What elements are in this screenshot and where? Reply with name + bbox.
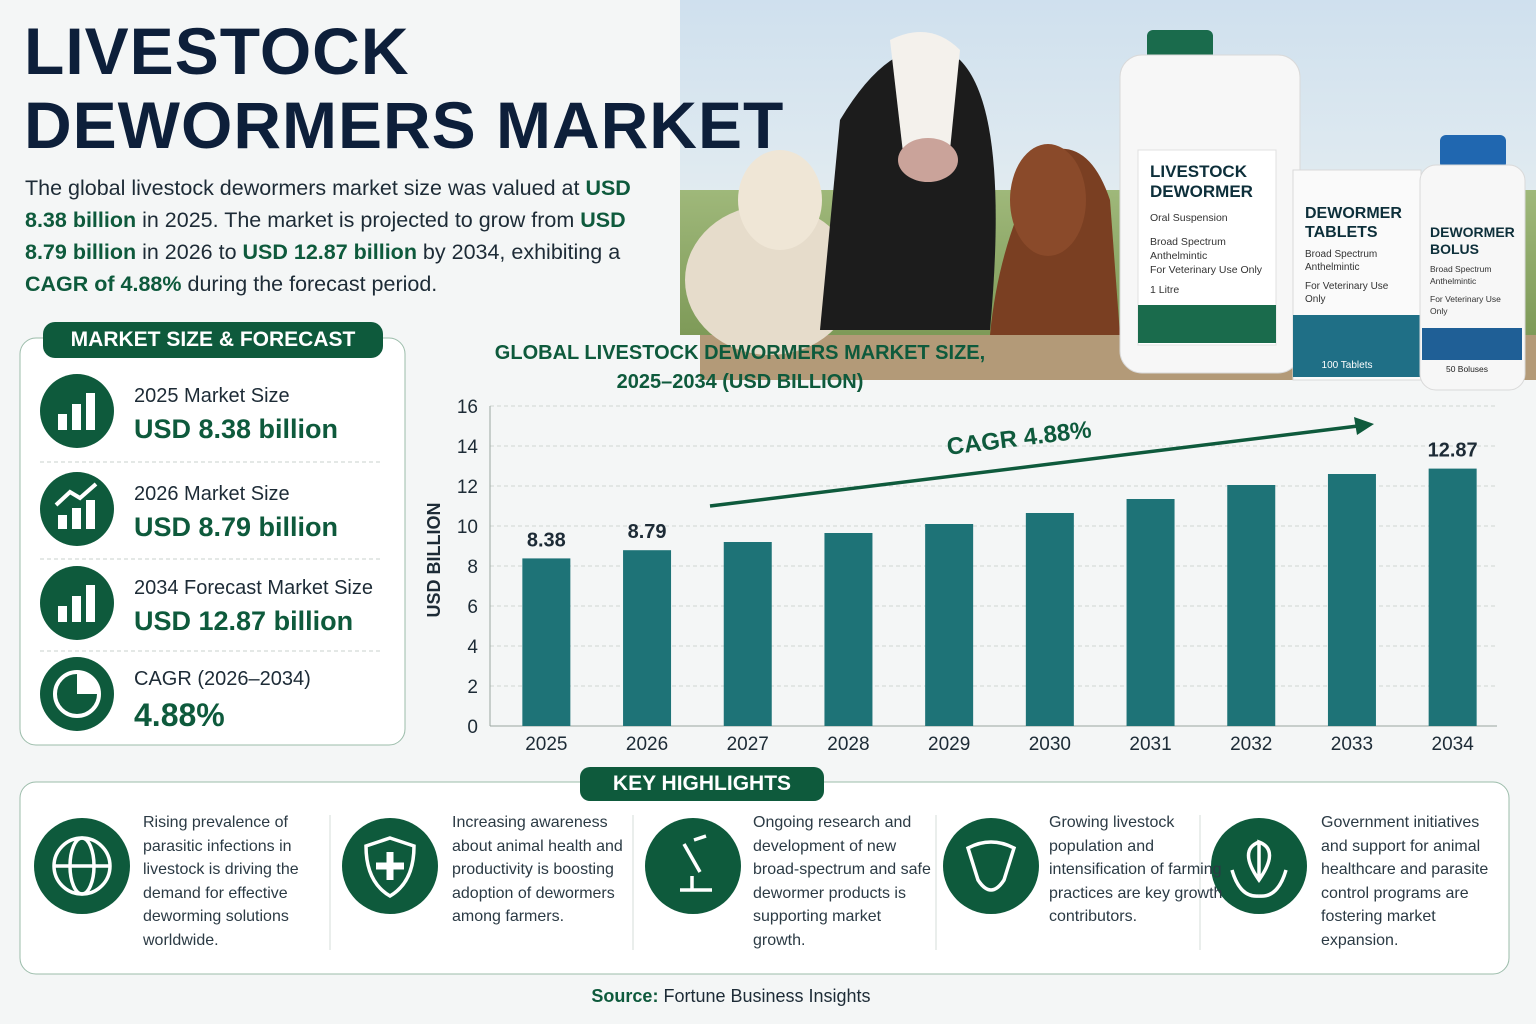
- intro-text: during the forecast period.: [181, 272, 438, 296]
- y-tick-label: 4: [467, 637, 478, 658]
- product-text: For Veterinary Use Only: [1305, 281, 1389, 305]
- product-text: Broad Spectrum Anthelmintic: [1150, 236, 1226, 262]
- x-tick-label: 2026: [626, 734, 668, 755]
- item-label: 2034 Forecast Market Size: [134, 577, 373, 599]
- value-label: 8.79: [628, 521, 667, 543]
- product-text: Oral Suspension: [1150, 212, 1228, 224]
- bar: [1227, 485, 1276, 726]
- intro-highlight: USD 12.87 billion: [242, 240, 417, 264]
- value-label: 12.87: [1428, 440, 1478, 462]
- bolus-cap: [1440, 135, 1506, 169]
- item-value: 4.88%: [134, 697, 225, 733]
- highlight-text: Growing livestock population and intensi…: [1049, 814, 1223, 925]
- product-text: Broad Spectrum Anthelmintic: [1430, 264, 1492, 286]
- y-tick-label: 14: [457, 437, 479, 458]
- bar: [623, 550, 672, 726]
- product-name: LIVESTOCK DEWORMER: [1150, 162, 1253, 201]
- intro-highlight: CAGR of 4.88%: [25, 272, 182, 296]
- y-tick-label: 6: [467, 597, 478, 618]
- cap: [1147, 30, 1213, 60]
- intro-text: in 2025. The market is projected to grow…: [136, 208, 581, 232]
- bar: [1025, 513, 1074, 726]
- intro-text: in 2026 to: [136, 240, 243, 264]
- highlight-glyphs: [52, 834, 1288, 899]
- item-label: CAGR (2026–2034): [134, 668, 311, 690]
- x-tick-label: 2031: [1129, 734, 1171, 755]
- y-tick-label: 16: [457, 397, 478, 418]
- x-tick-label: 2029: [928, 734, 970, 755]
- intro-highlight: USD 8.38 billion: [25, 176, 631, 232]
- item-value: USD 12.87 billion: [134, 606, 354, 636]
- highlight-dividers: [329, 815, 1201, 950]
- intro-highlight: USD 8.79 billion: [25, 208, 626, 264]
- bar: [1126, 499, 1175, 726]
- label-band: [1138, 305, 1276, 343]
- product-text: 1 Litre: [1150, 284, 1180, 296]
- item-label: 2025 Market Size: [134, 385, 290, 407]
- product-name: DEWORMER BOLUS: [1430, 224, 1515, 257]
- bar: [723, 542, 772, 726]
- highlight-text: Ongoing research and development of new …: [753, 814, 931, 949]
- item-label: 2026 Market Size: [134, 483, 290, 505]
- source: Source: Fortune Business Insights: [0, 986, 1462, 1007]
- cagr-arrow: [709, 424, 1359, 508]
- product-name: DEWORMER TABLETS: [1305, 205, 1402, 241]
- y-tick-label: 2: [467, 677, 478, 698]
- bar: [1428, 468, 1477, 726]
- arrow-head: [1354, 417, 1374, 435]
- highlight-text: Government initiatives and support for a…: [1321, 814, 1489, 949]
- y-axis-label: USD BILLION: [424, 503, 444, 618]
- x-tick-label: 2034: [1432, 734, 1475, 755]
- x-tick-label: 2030: [1029, 734, 1071, 755]
- bar: [925, 524, 974, 726]
- source-label: Source:: [591, 986, 659, 1006]
- y-tick-label: 8: [467, 557, 478, 578]
- cow-face: [890, 32, 960, 177]
- box-band: [1293, 315, 1421, 377]
- highlights-title: KEY HIGHLIGHTS: [580, 767, 824, 801]
- product-text: 100 Tablets: [1321, 360, 1373, 371]
- page-title: LIVESTOCK DEWORMERS MARKET: [24, 14, 785, 162]
- sheep-head: [738, 150, 822, 250]
- y-tick-label: 10: [457, 517, 478, 538]
- bolus-band: [1422, 328, 1522, 360]
- x-tick-label: 2033: [1331, 734, 1373, 755]
- cow-nose: [898, 138, 958, 182]
- product-text: Broad Spectrum Anthelmintic: [1305, 249, 1378, 273]
- chart-title: GLOBAL LIVESTOCK DEWORMERS MARKET SIZE,: [495, 342, 985, 364]
- highlight-text: Increasing awareness about animal health…: [452, 814, 623, 925]
- goat-head: [1010, 144, 1086, 256]
- y-tick-label: 12: [457, 477, 478, 498]
- chart-title: 2025–2034 (USD BILLION): [617, 371, 864, 393]
- intro-text: by 2034, exhibiting a: [416, 240, 621, 264]
- source-text: Fortune Business Insights: [658, 986, 871, 1006]
- x-tick-label: 2025: [525, 734, 567, 755]
- sheep: [685, 205, 855, 355]
- x-tick-label: 2032: [1230, 734, 1272, 755]
- y-tick-label: 0: [467, 717, 478, 738]
- bar: [522, 558, 571, 726]
- annotation: CAGR 4.88%: [945, 416, 1093, 461]
- item-value: USD 8.38 billion: [134, 414, 339, 444]
- highlight-text: Rising prevalence of parasitic infection…: [143, 814, 299, 949]
- item-value: USD 8.79 billion: [134, 512, 339, 542]
- x-tick-label: 2027: [727, 734, 769, 755]
- bar: [1327, 474, 1376, 726]
- intro-text: The global livestock dewormers market si…: [25, 176, 586, 200]
- product-text: 50 Boluses: [1445, 364, 1489, 374]
- icon-glyphs: [53, 393, 101, 718]
- bar: [824, 533, 873, 726]
- intro-paragraph: The global livestock dewormers market si…: [25, 172, 635, 300]
- panel-title: MARKET SIZE & FORECAST: [43, 322, 383, 358]
- x-tick-label: 2028: [827, 734, 869, 755]
- product-text: For Veterinary Use Only: [1150, 264, 1263, 276]
- product-text: For Veterinary Use Only: [1430, 294, 1501, 316]
- value-label: 8.38: [527, 529, 566, 551]
